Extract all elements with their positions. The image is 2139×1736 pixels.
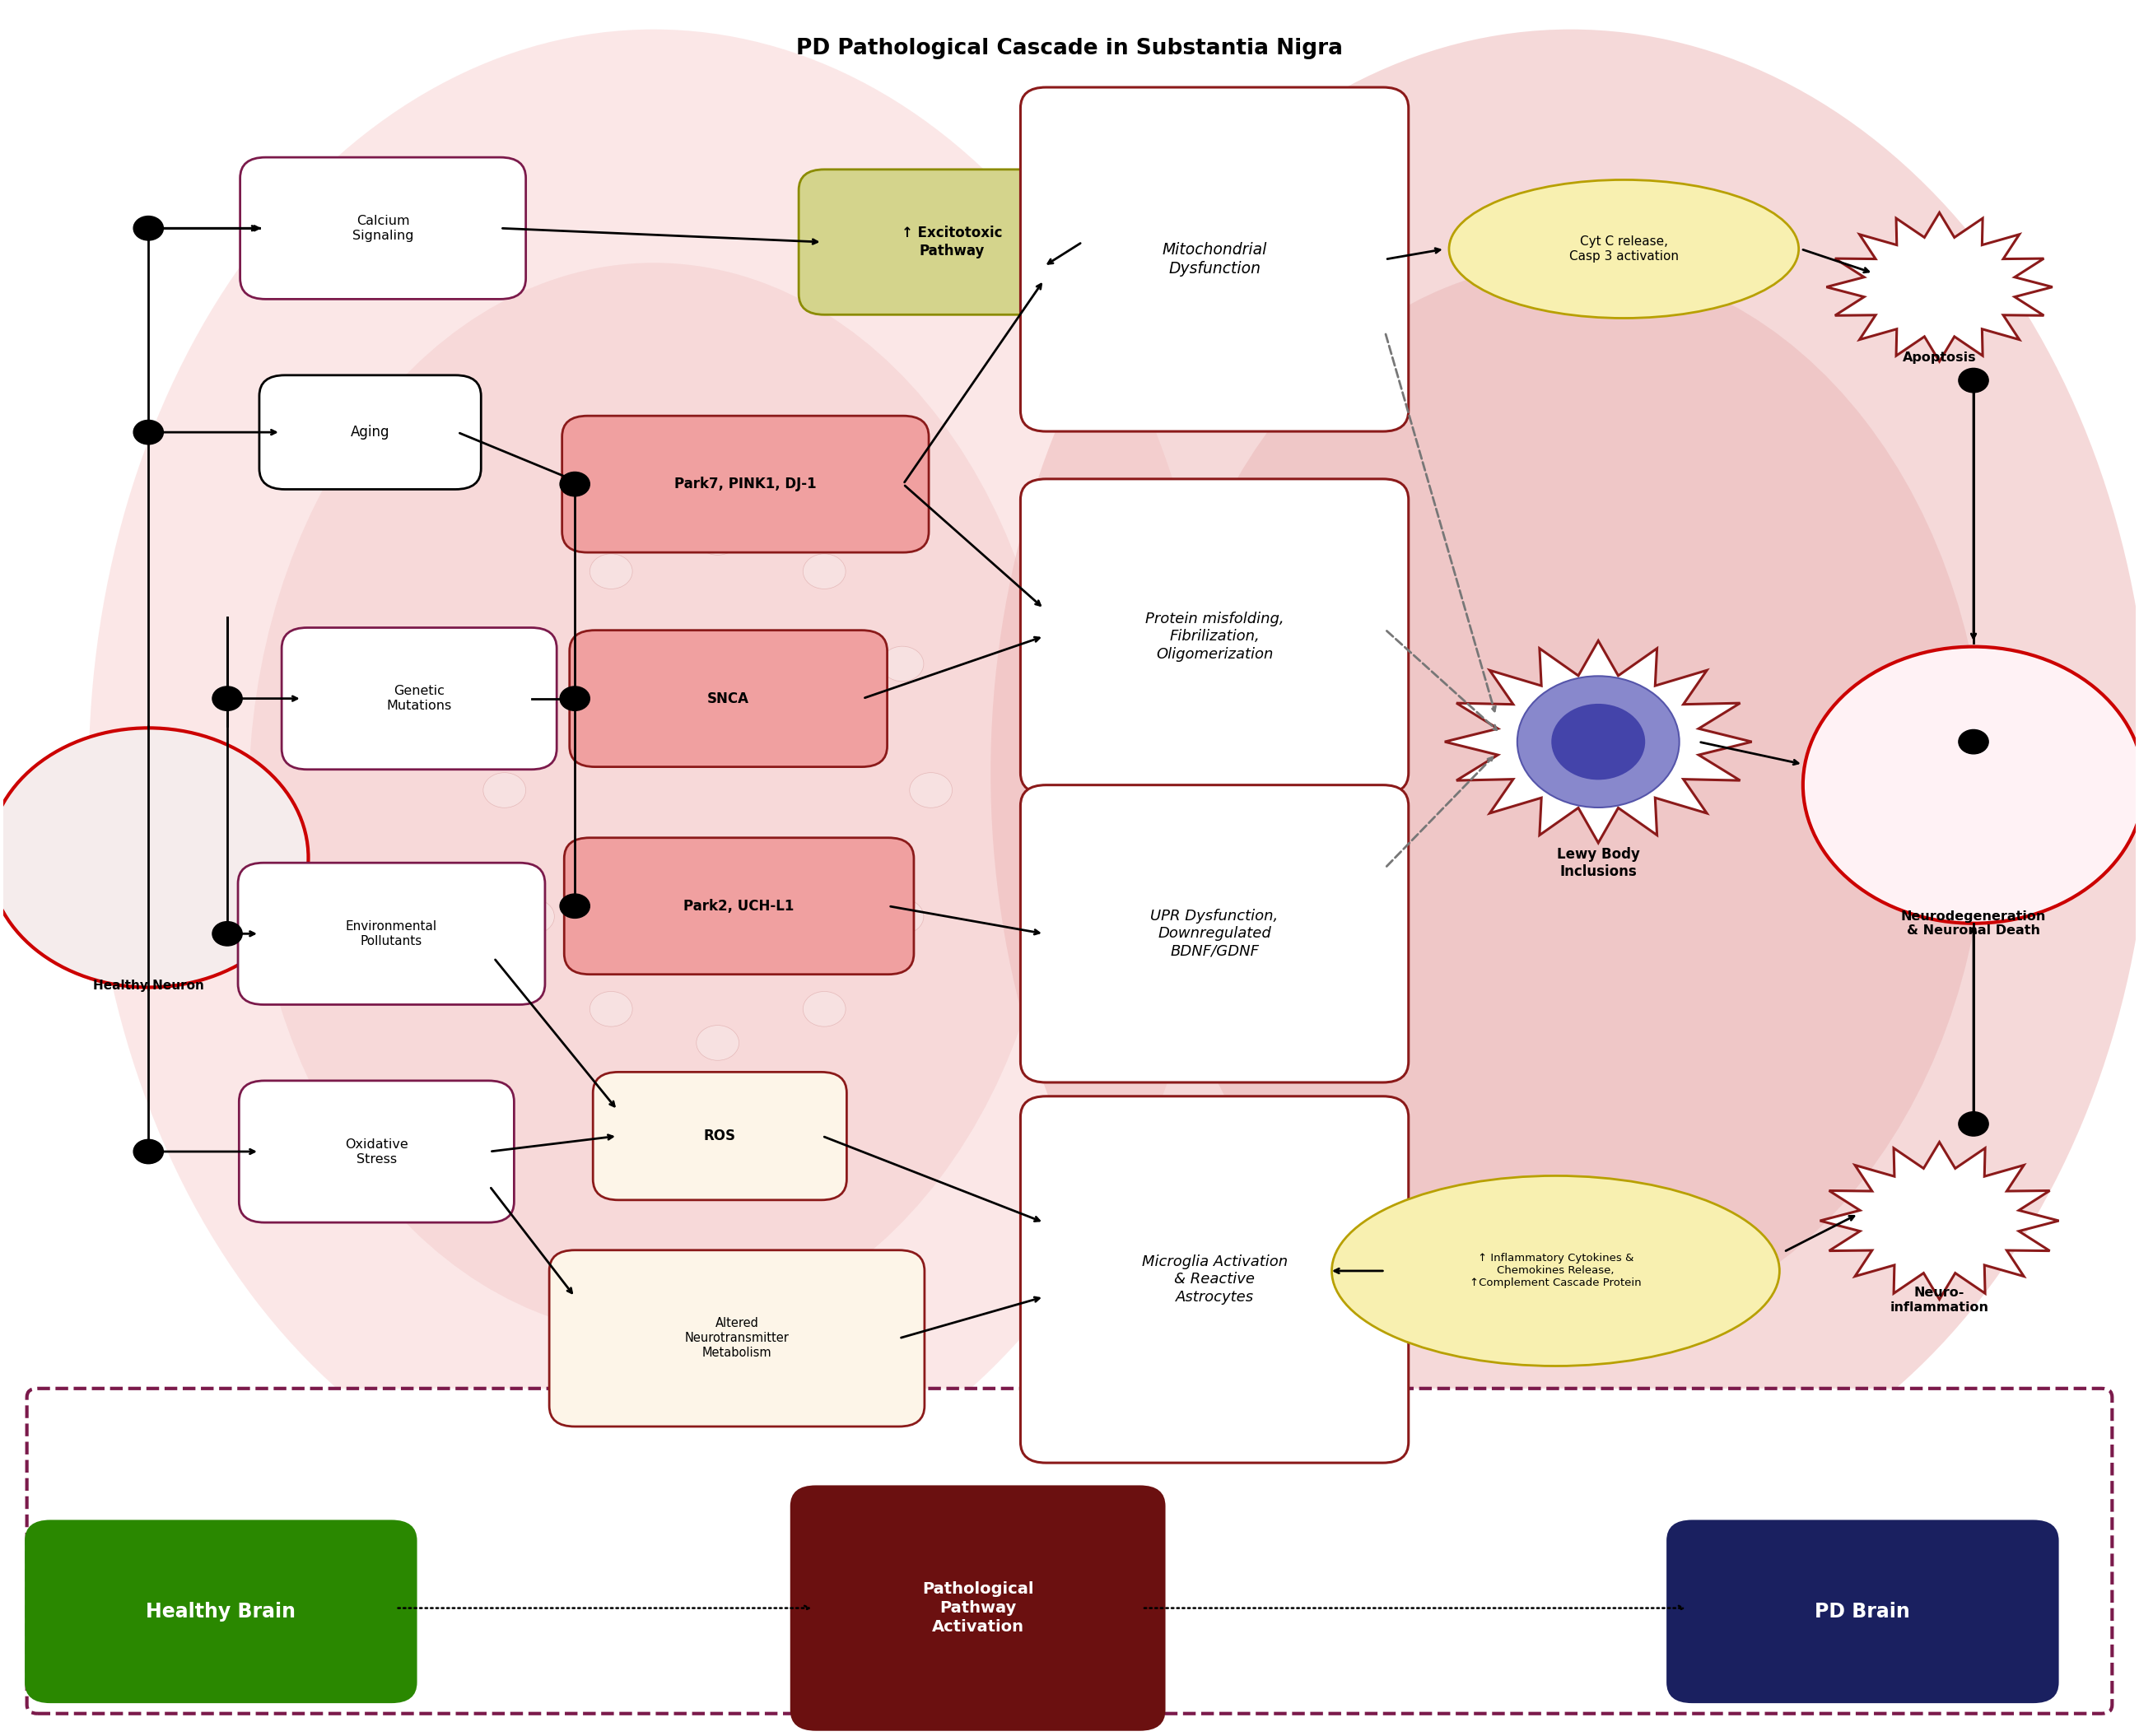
FancyBboxPatch shape <box>789 1486 1166 1731</box>
Text: Protein misfolding,
Fibrilization,
Oligomerization: Protein misfolding, Fibrilization, Oligo… <box>1144 611 1283 661</box>
Text: Apoptosis: Apoptosis <box>1902 352 1976 365</box>
Text: PD Brain: PD Brain <box>1816 1602 1910 1621</box>
Circle shape <box>1959 368 1989 392</box>
Text: Genetic
Mutations: Genetic Mutations <box>387 686 451 712</box>
Text: Oxidative
Stress: Oxidative Stress <box>344 1139 409 1165</box>
Circle shape <box>212 686 242 710</box>
Circle shape <box>133 420 163 444</box>
Ellipse shape <box>697 521 738 556</box>
Circle shape <box>1959 1111 1989 1135</box>
Ellipse shape <box>990 30 2139 1517</box>
FancyBboxPatch shape <box>798 170 1106 314</box>
FancyBboxPatch shape <box>1020 479 1407 793</box>
Text: Lewy Body
Inclusions: Lewy Body Inclusions <box>1557 847 1641 878</box>
FancyBboxPatch shape <box>282 628 556 769</box>
Ellipse shape <box>248 262 1059 1335</box>
Text: ↑ Excitotoxic
Pathway: ↑ Excitotoxic Pathway <box>903 226 1003 259</box>
Polygon shape <box>1820 1142 2060 1299</box>
Ellipse shape <box>511 646 554 682</box>
FancyBboxPatch shape <box>565 838 913 974</box>
Text: Pathological
Pathway
Activation: Pathological Pathway Activation <box>922 1581 1033 1635</box>
FancyBboxPatch shape <box>28 1389 2111 1713</box>
Text: Aging: Aging <box>351 425 389 439</box>
Ellipse shape <box>590 554 633 589</box>
FancyBboxPatch shape <box>1020 1095 1407 1463</box>
Ellipse shape <box>881 646 924 682</box>
Text: Mitochondrial
Dysfunction: Mitochondrial Dysfunction <box>1161 241 1266 276</box>
Text: Cyt C release,
Casp 3 activation: Cyt C release, Casp 3 activation <box>1570 236 1679 262</box>
Ellipse shape <box>1155 262 1987 1335</box>
Circle shape <box>560 686 590 710</box>
Text: Healthy Brain: Healthy Brain <box>145 1602 295 1621</box>
Ellipse shape <box>802 991 845 1026</box>
Ellipse shape <box>802 554 845 589</box>
Text: SNCA: SNCA <box>708 691 749 707</box>
FancyBboxPatch shape <box>569 630 888 767</box>
Circle shape <box>133 215 163 240</box>
Circle shape <box>560 894 590 918</box>
Text: Calcium
Signaling: Calcium Signaling <box>353 215 413 241</box>
Circle shape <box>133 1139 163 1163</box>
Ellipse shape <box>697 1026 738 1061</box>
FancyBboxPatch shape <box>26 1521 417 1703</box>
Text: Microglia Activation
& Reactive
Astrocytes: Microglia Activation & Reactive Astrocyt… <box>1142 1255 1288 1305</box>
FancyBboxPatch shape <box>593 1073 847 1200</box>
FancyBboxPatch shape <box>1020 87 1407 431</box>
Circle shape <box>1959 729 1989 753</box>
FancyBboxPatch shape <box>550 1250 924 1427</box>
Text: ↑ Inflammatory Cytokines &
Chemokines Release,
↑Complement Cascade Protein: ↑ Inflammatory Cytokines & Chemokines Re… <box>1469 1253 1641 1288</box>
Circle shape <box>560 472 590 496</box>
Text: Park2, UCH-L1: Park2, UCH-L1 <box>684 899 794 913</box>
Text: Park7, PINK1, DJ-1: Park7, PINK1, DJ-1 <box>674 477 817 491</box>
Text: Healthy Neuron: Healthy Neuron <box>92 979 203 991</box>
FancyBboxPatch shape <box>259 375 481 490</box>
Circle shape <box>1803 648 2139 924</box>
FancyBboxPatch shape <box>1666 1521 2060 1703</box>
Circle shape <box>1551 703 1645 779</box>
Text: Environmental
Pollutants: Environmental Pollutants <box>347 920 436 948</box>
Text: PD Pathological Cascade in Substantia Nigra: PD Pathological Cascade in Substantia Ni… <box>796 38 1343 59</box>
Ellipse shape <box>1448 181 1799 318</box>
Text: Altered
Neurotransmitter
Metabolism: Altered Neurotransmitter Metabolism <box>684 1318 789 1359</box>
Polygon shape <box>1444 641 1752 844</box>
Text: Neurodegeneration
& Neuronal Death: Neurodegeneration & Neuronal Death <box>1902 910 2047 937</box>
Ellipse shape <box>1333 1175 1780 1366</box>
FancyBboxPatch shape <box>1020 785 1407 1083</box>
Ellipse shape <box>88 30 1219 1517</box>
Ellipse shape <box>483 773 526 807</box>
FancyBboxPatch shape <box>240 158 526 299</box>
Text: ROS: ROS <box>704 1128 736 1144</box>
Ellipse shape <box>909 773 952 807</box>
Circle shape <box>1517 675 1679 807</box>
FancyBboxPatch shape <box>237 863 545 1005</box>
Ellipse shape <box>511 899 554 934</box>
Ellipse shape <box>590 991 633 1026</box>
Circle shape <box>212 922 242 946</box>
FancyBboxPatch shape <box>240 1082 513 1222</box>
FancyBboxPatch shape <box>563 417 928 552</box>
Polygon shape <box>1827 212 2053 361</box>
Text: UPR Dysfunction,
Downregulated
BDNF/GDNF: UPR Dysfunction, Downregulated BDNF/GDNF <box>1151 908 1279 958</box>
Ellipse shape <box>881 899 924 934</box>
Circle shape <box>0 727 308 988</box>
Text: Neuro-
inflammation: Neuro- inflammation <box>1891 1286 1989 1314</box>
